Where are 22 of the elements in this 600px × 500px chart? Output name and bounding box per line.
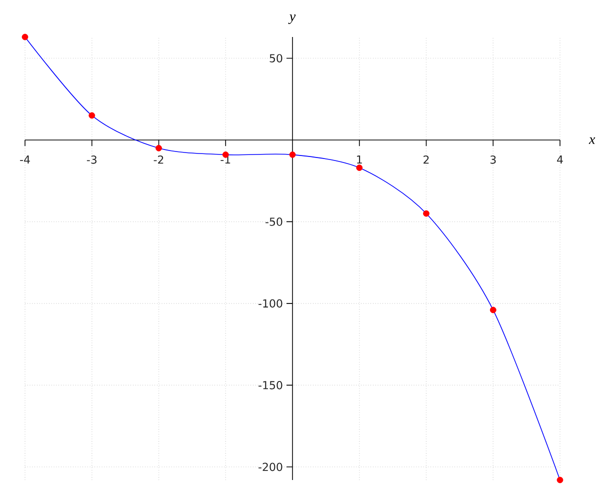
point bbox=[22, 34, 28, 40]
point bbox=[556, 476, 564, 484]
x-tick-label: -4 bbox=[20, 156, 30, 164]
point bbox=[88, 112, 96, 119]
x-tick-label: 4 bbox=[557, 156, 563, 164]
y-tick-label: -50 bbox=[266, 218, 282, 226]
point bbox=[356, 164, 363, 171]
x-tick-label: -2 bbox=[154, 156, 164, 164]
y-tick-label: -100 bbox=[258, 299, 282, 308]
x-tick-label: 2 bbox=[424, 156, 429, 164]
x-tick-label: 1 bbox=[357, 156, 362, 164]
y-tick-label: -150 bbox=[258, 381, 282, 390]
x-axis-title: x bbox=[588, 137, 596, 144]
point bbox=[490, 306, 496, 314]
point bbox=[156, 144, 162, 152]
point bbox=[289, 151, 296, 158]
y-tick-label: -200 bbox=[258, 462, 282, 472]
x-tick-label: 3 bbox=[490, 156, 496, 164]
x-tick-label: -3 bbox=[86, 156, 96, 164]
y-tick-label: 50 bbox=[270, 54, 282, 62]
y-axis-title: y bbox=[288, 14, 296, 24]
point bbox=[423, 210, 430, 217]
